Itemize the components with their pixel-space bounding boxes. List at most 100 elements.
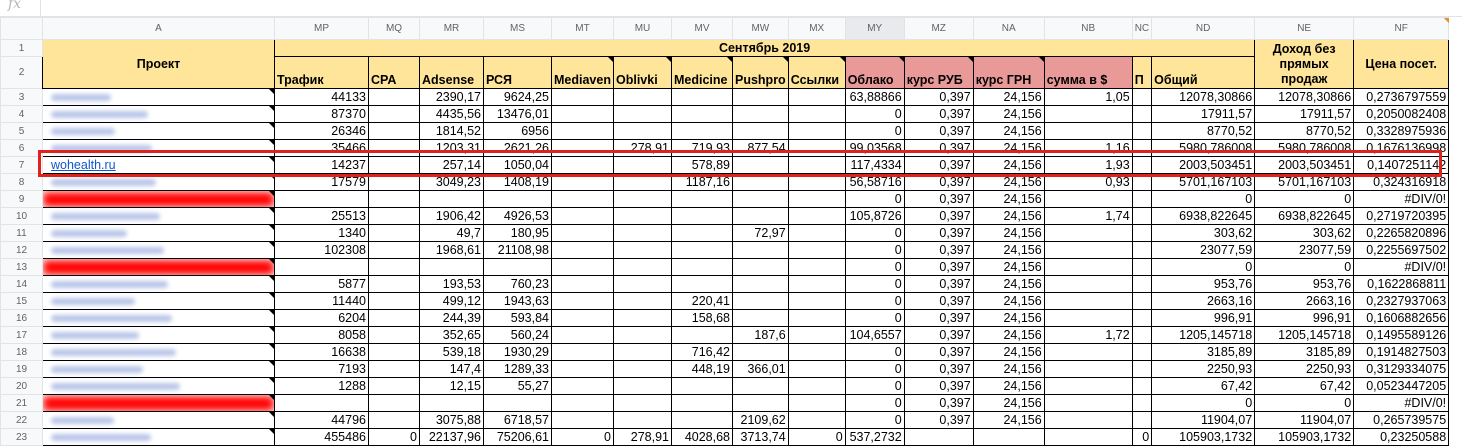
- data-cell[interactable]: 17579: [274, 173, 369, 191]
- data-cell[interactable]: 0: [844, 292, 905, 310]
- data-cell[interactable]: 220,41: [671, 292, 733, 310]
- data-cell[interactable]: [732, 88, 789, 106]
- data-cell[interactable]: 278,91: [613, 139, 672, 157]
- data-cell[interactable]: [1131, 139, 1153, 157]
- data-cell[interactable]: 158,68: [671, 309, 733, 327]
- project-cell[interactable]: [42, 207, 275, 225]
- data-cell[interactable]: [787, 207, 846, 225]
- data-cell[interactable]: 0,93: [1043, 173, 1133, 191]
- row-number[interactable]: 9: [0, 190, 43, 208]
- data-cell[interactable]: 578,89: [671, 156, 733, 174]
- data-cell[interactable]: [613, 190, 672, 208]
- data-cell[interactable]: 0,1676136998: [1353, 139, 1450, 157]
- data-cell[interactable]: [613, 173, 672, 191]
- row-number[interactable]: 10: [0, 207, 43, 225]
- data-cell[interactable]: [551, 224, 614, 242]
- data-cell[interactable]: 2003,503451: [1151, 156, 1256, 174]
- project-cell[interactable]: [42, 343, 275, 361]
- data-cell[interactable]: 5701,167103: [1254, 173, 1355, 191]
- data-cell[interactable]: 9624,25: [483, 88, 552, 106]
- data-cell[interactable]: [787, 258, 846, 276]
- data-cell[interactable]: [671, 394, 733, 412]
- data-cell[interactable]: 49,7: [419, 224, 484, 242]
- data-cell[interactable]: [671, 207, 733, 225]
- data-cell[interactable]: 24,156: [972, 343, 1045, 361]
- data-cell[interactable]: 17911,57: [1151, 105, 1256, 123]
- data-cell[interactable]: [551, 292, 614, 310]
- data-cell[interactable]: [368, 309, 420, 327]
- data-cell[interactable]: [613, 377, 672, 395]
- data-cell[interactable]: 11904,07: [1151, 411, 1256, 429]
- row-number[interactable]: 17: [0, 326, 43, 344]
- data-cell[interactable]: [732, 156, 789, 174]
- row-number[interactable]: 12: [0, 241, 43, 259]
- data-cell[interactable]: [1043, 190, 1133, 208]
- data-cell[interactable]: [1043, 241, 1133, 259]
- data-cell[interactable]: 24,156: [972, 292, 1045, 310]
- data-cell[interactable]: 0: [844, 275, 905, 293]
- data-cell[interactable]: 537,2732: [844, 428, 905, 446]
- subheader-13[interactable]: сумма в $: [1043, 56, 1133, 89]
- data-cell[interactable]: [732, 207, 789, 225]
- data-cell[interactable]: [613, 105, 672, 123]
- data-cell[interactable]: 6204: [274, 309, 369, 327]
- data-cell[interactable]: [732, 122, 789, 140]
- data-cell[interactable]: 1050,04: [483, 156, 552, 174]
- data-cell[interactable]: [732, 377, 789, 395]
- data-cell[interactable]: 2003,503451: [1254, 156, 1355, 174]
- data-cell[interactable]: 12078,30866: [1254, 88, 1355, 106]
- data-cell[interactable]: 12078,30866: [1151, 88, 1256, 106]
- project-cell[interactable]: [42, 292, 275, 310]
- project-cell[interactable]: [42, 309, 275, 327]
- month-header[interactable]: Сентябрь 2019: [273, 39, 1256, 57]
- data-cell[interactable]: [787, 360, 846, 378]
- data-cell[interactable]: [1131, 156, 1153, 174]
- data-cell[interactable]: 1,74: [1043, 207, 1133, 225]
- data-cell[interactable]: [1043, 275, 1133, 293]
- row-number[interactable]: 5: [0, 122, 43, 140]
- data-cell[interactable]: [787, 326, 846, 344]
- data-cell[interactable]: 0,2719720395: [1353, 207, 1450, 225]
- data-cell[interactable]: [368, 360, 420, 378]
- data-cell[interactable]: [1131, 343, 1153, 361]
- data-cell[interactable]: 0,397: [903, 173, 974, 191]
- data-cell[interactable]: [787, 241, 846, 259]
- data-cell[interactable]: 1205,145718: [1254, 326, 1355, 344]
- data-cell[interactable]: [732, 190, 789, 208]
- data-cell[interactable]: [613, 411, 672, 429]
- data-cell[interactable]: 0: [551, 428, 614, 446]
- data-cell[interactable]: [551, 173, 614, 191]
- data-cell[interactable]: [1043, 411, 1133, 429]
- subheader-12[interactable]: курс ГРН: [972, 56, 1045, 89]
- data-cell[interactable]: [671, 105, 733, 123]
- data-cell[interactable]: 22137,96: [419, 428, 484, 446]
- data-cell[interactable]: 1943,63: [483, 292, 552, 310]
- project-cell[interactable]: [42, 224, 275, 242]
- data-cell[interactable]: 2250,93: [1254, 360, 1355, 378]
- data-cell[interactable]: 24,156: [972, 360, 1045, 378]
- data-cell[interactable]: 6956: [483, 122, 552, 140]
- row-number[interactable]: 13: [0, 258, 43, 276]
- column-header-mq[interactable]: MQ: [368, 17, 420, 40]
- data-cell[interactable]: 1,72: [1043, 326, 1133, 344]
- data-cell[interactable]: 21108,98: [483, 241, 552, 259]
- data-cell[interactable]: 0: [1151, 258, 1256, 276]
- data-cell[interactable]: 0,1407251142: [1353, 156, 1450, 174]
- data-cell[interactable]: 953,76: [1151, 275, 1256, 293]
- data-cell[interactable]: 303,62: [1151, 224, 1256, 242]
- data-cell[interactable]: 0: [844, 309, 905, 327]
- data-cell[interactable]: 8770,52: [1151, 122, 1256, 140]
- row-number[interactable]: 11: [0, 224, 43, 242]
- data-cell[interactable]: [368, 343, 420, 361]
- data-cell[interactable]: 0: [844, 122, 905, 140]
- subheader-8[interactable]: Pushpro: [732, 56, 789, 89]
- price-header[interactable]: Цена посет.: [1353, 39, 1450, 89]
- data-cell[interactable]: 0: [1254, 190, 1355, 208]
- data-cell[interactable]: [551, 275, 614, 293]
- data-cell[interactable]: 24,156: [972, 224, 1045, 242]
- data-cell[interactable]: 0: [844, 241, 905, 259]
- data-cell[interactable]: 0,397: [903, 275, 974, 293]
- data-cell[interactable]: 35466: [274, 139, 369, 157]
- data-cell[interactable]: [671, 326, 733, 344]
- data-cell[interactable]: 1340: [274, 224, 369, 242]
